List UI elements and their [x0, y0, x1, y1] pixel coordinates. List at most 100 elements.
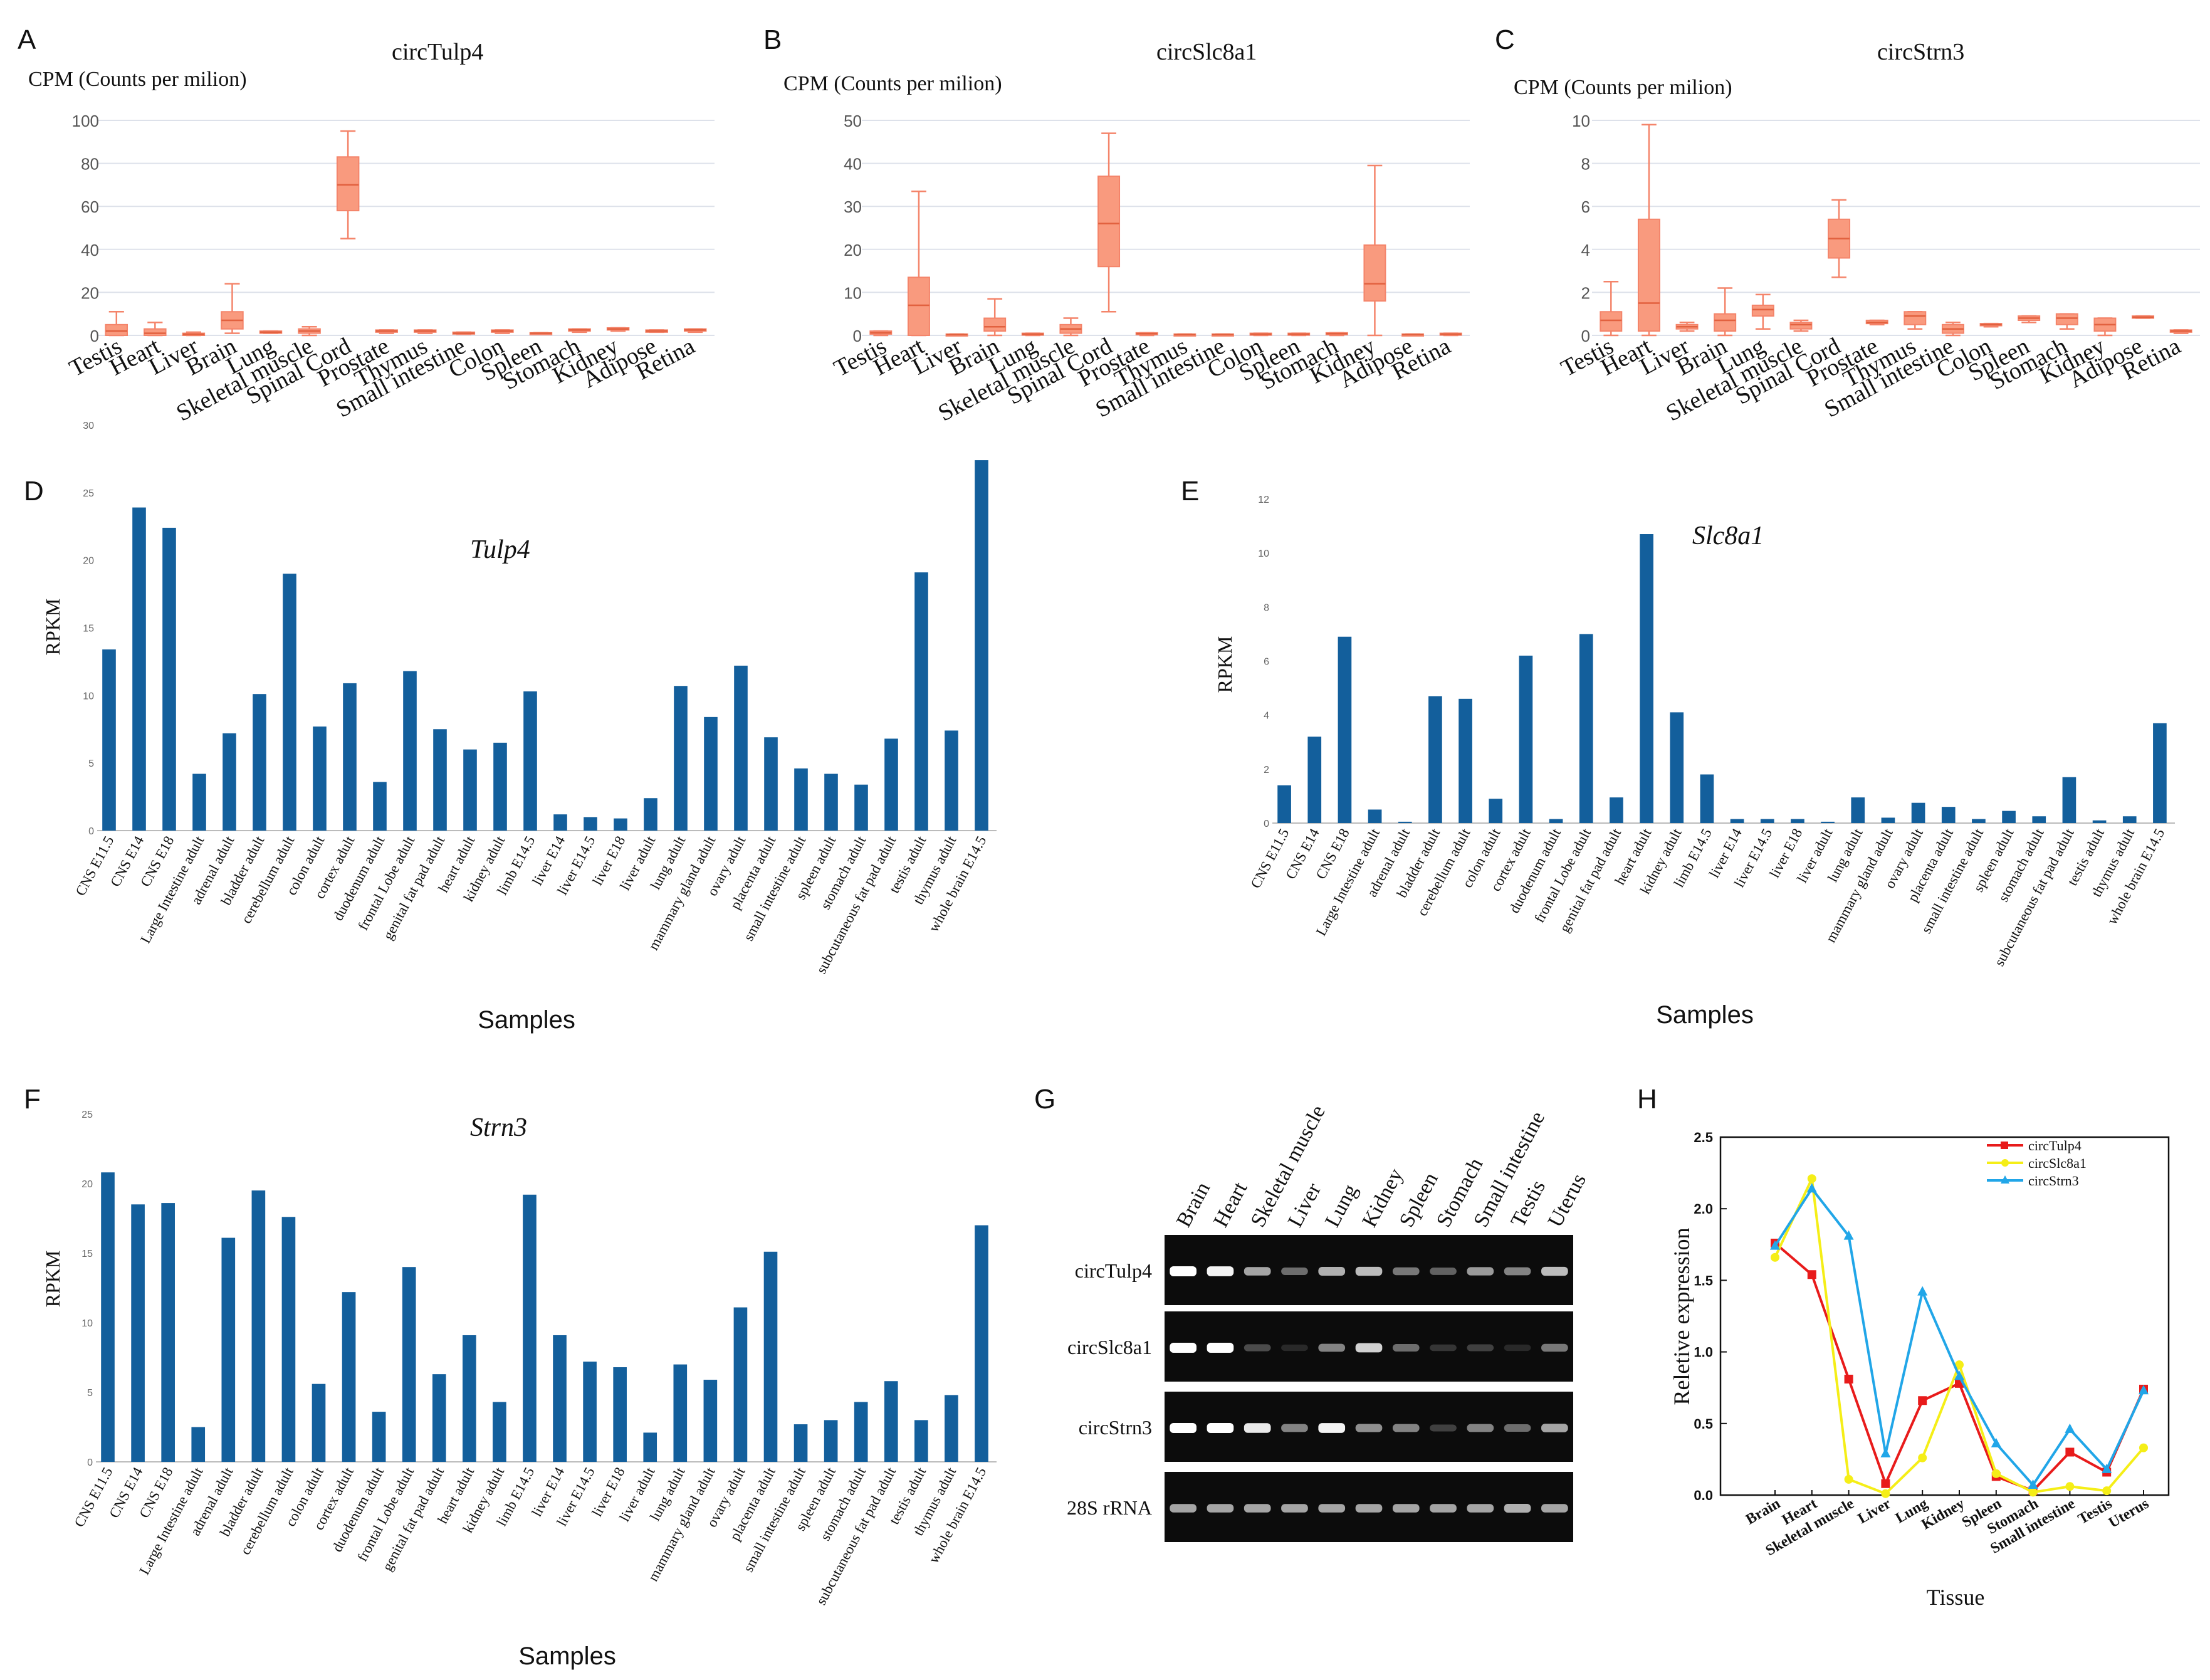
bar-E — [2002, 811, 2016, 823]
gel-band — [1170, 1266, 1197, 1276]
bar-D — [343, 683, 357, 831]
y-tick-label-A: 40 — [81, 241, 99, 260]
bar-D — [644, 798, 657, 831]
y-axis-label-B: CPM (Counts per milion) — [783, 72, 1002, 95]
bar-F — [191, 1427, 206, 1462]
box-C — [1904, 311, 1927, 325]
bar-D — [313, 726, 327, 831]
bar-F — [583, 1362, 597, 1462]
series-line-circSlc8a1 — [1774, 1174, 2145, 1496]
bar-E — [1730, 819, 1744, 823]
gel-band — [1392, 1267, 1420, 1276]
x-axis-label-D: Samples — [478, 1006, 575, 1034]
bar-F — [161, 1203, 175, 1462]
bar-D — [764, 737, 778, 831]
box-C — [1751, 304, 1774, 317]
bar-D — [674, 686, 688, 831]
bar-E — [1972, 819, 1986, 823]
legend-marker-circSlc8a1 — [2001, 1159, 2009, 1167]
y-tick-label-B: 40 — [844, 155, 862, 174]
gel-band — [1281, 1267, 1308, 1276]
bar-E — [2062, 777, 2076, 823]
panel-letter-H: H — [1637, 1084, 1657, 1115]
chart-title-B: circSlc8a1 — [1156, 39, 1257, 65]
bar-D — [704, 717, 718, 831]
legend-label-circSlc8a1: circSlc8a1 — [2028, 1155, 2087, 1171]
bar-D — [794, 768, 808, 831]
series-marker-circTulp4 — [2065, 1447, 2075, 1457]
gel-band — [1541, 1504, 1568, 1513]
bar-D — [854, 784, 868, 831]
panel-letter-B: B — [763, 24, 782, 55]
bar-F — [432, 1374, 446, 1462]
gel-row-label: 28S rRNA — [1067, 1496, 1152, 1519]
bar-E — [1277, 785, 1291, 823]
gel-row-label: circTulp4 — [1075, 1259, 1152, 1282]
series-marker-circStrn3 — [1843, 1230, 1854, 1240]
y-tick-label-E: 8 — [1264, 602, 1269, 613]
chart-title-C: circStrn3 — [1877, 39, 1964, 65]
box-A — [336, 156, 360, 212]
bar-E — [1579, 634, 1593, 823]
y-tick-label-F: 25 — [81, 1110, 93, 1120]
bar-D — [493, 742, 507, 831]
x-tick-label-D: CNS E11.5 — [73, 834, 117, 899]
y-axis-label-F: RPKM — [41, 1251, 64, 1308]
box-C — [1789, 322, 1813, 330]
gel-band — [1281, 1504, 1308, 1513]
gel-band — [1318, 1267, 1346, 1276]
bar-E — [1760, 819, 1774, 823]
gel-band — [1355, 1343, 1383, 1353]
bar-E — [1791, 819, 1804, 823]
bar-F — [101, 1172, 115, 1462]
gel-band — [1318, 1504, 1346, 1513]
bar-D — [403, 671, 417, 831]
y-tick-label-E: 6 — [1264, 657, 1269, 668]
bar-F — [251, 1190, 266, 1462]
gel-band — [1244, 1504, 1271, 1513]
y-tick-label-B: 50 — [844, 112, 862, 130]
gel-band — [1467, 1344, 1494, 1352]
bar-E — [2032, 816, 2046, 823]
gel-band — [1504, 1267, 1531, 1276]
y-axis-label-D: RPKM — [41, 599, 64, 656]
y-tick-label-C: 0 — [1581, 327, 1590, 345]
bar-E — [1519, 655, 1533, 823]
box-B — [983, 317, 1007, 332]
bar-F — [733, 1307, 748, 1462]
bar-E — [1549, 819, 1563, 823]
bar-E — [1489, 799, 1503, 823]
bar-F — [463, 1335, 476, 1462]
series-marker-circStrn3 — [2028, 1479, 2038, 1489]
box-C — [1714, 313, 1737, 332]
bar-E — [1428, 696, 1442, 823]
bar-D — [614, 818, 627, 831]
x-tick-label-F: CNS E11.5 — [71, 1465, 116, 1530]
y-tick-label-D: 30 — [83, 421, 94, 431]
bar-F — [372, 1412, 386, 1462]
bar-D — [945, 730, 958, 831]
bar-F — [673, 1364, 688, 1462]
panel-letter-F: F — [24, 1084, 41, 1115]
bar-F — [493, 1402, 506, 1462]
gel-band — [1430, 1268, 1457, 1275]
y-tick-label-F: 15 — [81, 1249, 93, 1259]
gel-band — [1170, 1343, 1197, 1353]
y-tick-label-E: 12 — [1258, 495, 1269, 505]
y-axis-label-A: CPM (Counts per milion) — [28, 68, 247, 91]
series-marker-circStrn3 — [2102, 1463, 2112, 1473]
bar-F — [221, 1237, 236, 1462]
bar-D — [132, 507, 146, 831]
series-marker-circStrn3 — [1770, 1240, 1780, 1250]
y-tick-label-A: 60 — [81, 197, 99, 216]
bar-E — [1911, 802, 1925, 823]
series-marker-circSlc8a1 — [1771, 1252, 1779, 1262]
gel-lane-label: Lung — [1321, 1180, 1362, 1231]
bar-D — [914, 572, 928, 831]
bar-F — [312, 1383, 326, 1462]
y-tick-label-C: 10 — [1572, 112, 1590, 130]
gel-lane-label: Brain — [1172, 1179, 1215, 1231]
gel-lane-label: Heart — [1209, 1178, 1252, 1231]
gel-band — [1392, 1343, 1420, 1352]
box-B — [907, 276, 930, 337]
